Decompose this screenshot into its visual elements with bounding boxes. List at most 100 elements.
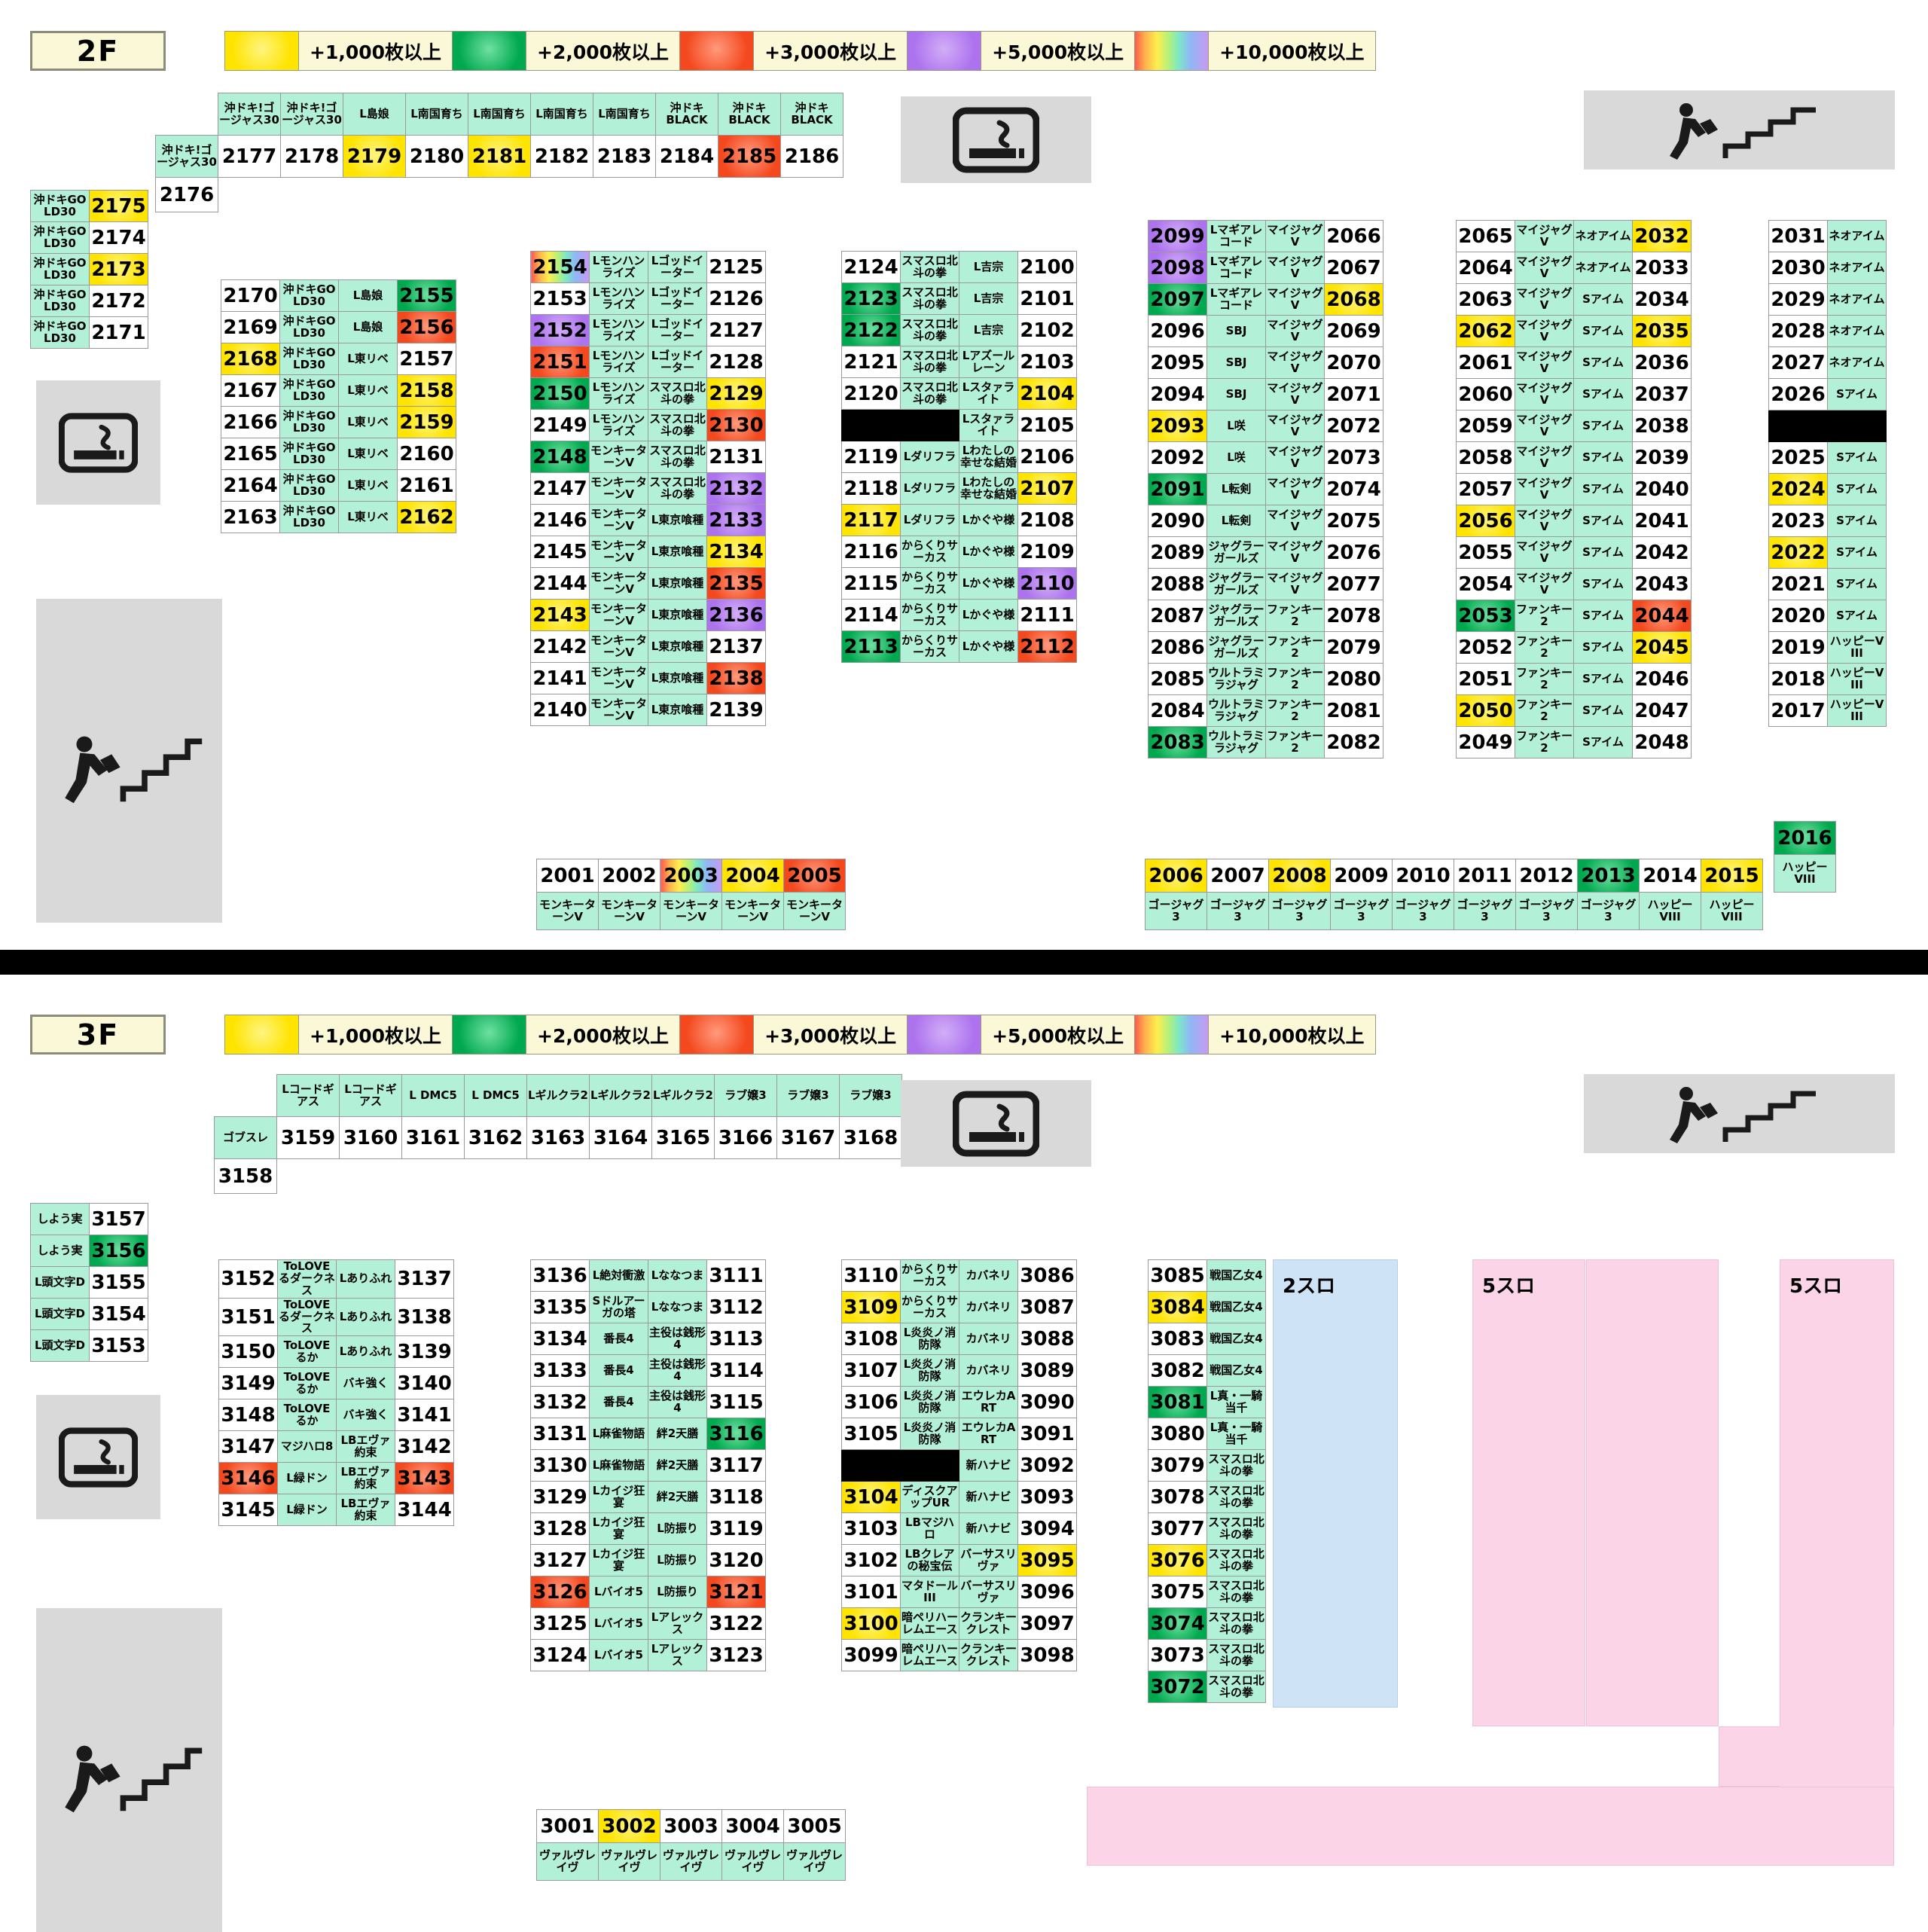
machine-number-cell-2122: 2122 xyxy=(841,314,901,346)
machine-number-cell-2004: 2004 xyxy=(721,859,784,893)
machine-number-cell-3125: 3125 xyxy=(530,1607,590,1640)
machine-row: L頭文字D 3153 xyxy=(30,1329,148,1362)
machine-number-cell-3140: 3140 xyxy=(395,1367,454,1400)
machine-number-cell-2041: 2041 xyxy=(1632,505,1692,537)
machine-number-cell-2068: 2068 xyxy=(1324,283,1383,316)
machine-row: 2054 マイジャグV Sアイム 2043 xyxy=(1456,568,1692,600)
machine-name-cell-2109: Lかぐや様 xyxy=(959,536,1018,568)
machine-number-cell-3093: 3093 xyxy=(1017,1481,1077,1513)
machine-number-cell-2138: 2138 xyxy=(706,662,766,694)
machine-name-cell-2150: Lモンハンライズ xyxy=(589,377,648,410)
machine-number-cell-2137: 2137 xyxy=(706,630,766,663)
machine-row: 2095 SBJ マイジャグV 2070 xyxy=(1148,346,1383,379)
machine-number-cell-3155: 3155 xyxy=(89,1266,148,1299)
machine-name-cell-3077: スマスロ北斗の拳 xyxy=(1207,1512,1266,1545)
machine-name-cell-2059: マイジャグV xyxy=(1515,410,1574,442)
machine-name-cell-2148: モンキーターンV xyxy=(589,441,648,473)
machine-row: 2119 Lダリフラ Lわたしの幸せな結婚 2106 xyxy=(841,441,1077,473)
machine-name-cell-3115: 主役は銭形4 xyxy=(648,1386,707,1418)
machine-name-cell-3164: Lギルクラ2 xyxy=(589,1074,652,1117)
machine-number-cell-3141: 3141 xyxy=(395,1399,454,1432)
machine-number-cell-2020: 2020 xyxy=(1768,600,1828,632)
legend-3f: +1,000枚以上 +2,000枚以上 +3,000枚以上 +5,000枚以上 +10,… xyxy=(224,1015,1376,1055)
machine-number-cell-2098: 2098 xyxy=(1148,252,1207,284)
machine-name-cell-3124: Lバイオ5 xyxy=(589,1639,648,1671)
machine-number-cell-2128: 2128 xyxy=(706,346,766,378)
machine-number-cell-2119: 2119 xyxy=(841,441,901,473)
machine-number-cell-2036: 2036 xyxy=(1632,346,1692,379)
machine-number-cell-3005: 3005 xyxy=(783,1809,846,1843)
machine-row: 2093 L咲 マイジャグV 2072 xyxy=(1148,410,1383,442)
machine-name-cell-2033: ネオアイム xyxy=(1573,252,1633,284)
machine-row: 2021 Sアイム xyxy=(1768,568,1887,600)
machine-name-cell-2107: Lわたしの幸せな結婚 xyxy=(959,472,1018,505)
machine-name-cell-2152: Lモンハンライズ xyxy=(589,314,648,346)
machine-number-cell-2177: 2177 xyxy=(218,135,281,178)
machine-name-cell-3004: ヴァルヴレイヴ xyxy=(721,1842,784,1881)
machine-number-cell-3148: 3148 xyxy=(218,1399,278,1432)
machine-number-cell-2060: 2060 xyxy=(1456,378,1515,411)
machine-name-cell-2116: からくりサーカス xyxy=(900,536,959,568)
machine-name-cell-3078: スマスロ北斗の拳 xyxy=(1207,1481,1266,1513)
machine-row: 3081 L真・一騎当千 xyxy=(1148,1386,1266,1418)
machine-name-cell-2004: モンキーターンV xyxy=(721,892,784,930)
machine-name-cell-3108: L炎炎ノ消防隊 xyxy=(900,1323,959,1355)
machine-name-cell-2180: L南国育ち xyxy=(405,93,468,136)
machine-number-cell-2028: 2028 xyxy=(1768,315,1828,347)
machine-name-cell-2136: L東京喰種 xyxy=(648,599,707,631)
machine-number-cell-3099: 3099 xyxy=(841,1639,901,1671)
machine-name-cell-2047: Sアイム xyxy=(1573,694,1633,727)
area-2slot: 2スロ xyxy=(1273,1259,1398,1708)
machine-number-cell-2044: 2044 xyxy=(1632,600,1692,632)
machine-number-cell-2176: 2176 xyxy=(155,177,218,212)
smoking-room-panel-2f-left xyxy=(36,380,160,505)
machine-row: しよう実 3156 xyxy=(30,1235,148,1267)
machine-row: 2147 モンキーターンV スマスロ北斗の拳 2132 xyxy=(530,472,766,505)
machine-row: 3073 スマスロ北斗の拳 xyxy=(1148,1639,1266,1671)
machine-number-cell-2005: 2005 xyxy=(783,859,846,893)
machine-number-row: 2006 2007 2008 2009 2010 2011 2012 2013 2014 2015 xyxy=(1145,859,1763,893)
machine-number-cell-2102: 2102 xyxy=(1017,314,1077,346)
machine-number-cell-2134: 2134 xyxy=(706,536,766,568)
machine-name-cell-2084: ウルトラミラジャグ xyxy=(1207,694,1266,727)
machine-name-cell-2171: 沖ドキGOLD30 xyxy=(30,316,90,349)
machine-name-cell-2061: マイジャグV xyxy=(1515,346,1574,379)
machine-name-cell-2052: ファンキー2 xyxy=(1515,631,1574,664)
machine-row: 3150 ToLOVEるか Lありふれ 3139 xyxy=(218,1335,454,1369)
machine-row: 2027 ネオアイム xyxy=(1768,346,1887,379)
machine-row: 3077 スマスロ北斗の拳 xyxy=(1148,1512,1266,1545)
machine-name-cell-3122: Lアレックス xyxy=(648,1607,707,1640)
machine-number-cell-2186: 2186 xyxy=(780,135,844,178)
machine-row: 3151 ToLOVEるダークネス Lありふれ 3138 xyxy=(218,1297,454,1337)
legend-label-rainbow: +10,000枚以上 xyxy=(1209,32,1375,70)
machine-name-cell-2011: ゴージャグ3 xyxy=(1454,892,1516,930)
machine-number-cell-2090: 2090 xyxy=(1148,505,1207,537)
machine-number-cell-2149: 2149 xyxy=(530,409,590,441)
machine-row: 2097 Lマギアレコード マイジャグV 2068 xyxy=(1148,283,1383,316)
machine-number-cell-2123: 2123 xyxy=(841,282,901,315)
machine-name-cell-2156: L島娘 xyxy=(338,311,398,343)
machine-name-cell-3165: Lギルクラ2 xyxy=(651,1074,715,1117)
machine-name-cell-2164: 沖ドキGOLD30 xyxy=(279,469,339,502)
machine-name-cell-2065: マイジャグV xyxy=(1515,220,1574,252)
machine-number-cell-3152: 3152 xyxy=(218,1259,278,1299)
spacer-cell xyxy=(215,1075,277,1117)
area-5slot-a2 xyxy=(1586,1259,1719,1726)
machine-number-cell-3135: 3135 xyxy=(530,1291,590,1323)
machine-number-cell-2125: 2125 xyxy=(706,251,766,283)
machine-name-cell-2038: Sアイム xyxy=(1573,410,1633,442)
machine-number-row: 沖ドキ!ゴージャス30 2177 2178 2179 2180 2181 2182 2183 2… xyxy=(155,135,844,178)
machine-row: 2051 ファンキー2 Sアイム 2046 xyxy=(1456,663,1692,695)
machine-number-cell-3072: 3072 xyxy=(1148,1671,1207,1703)
machine-name-cell-2094: SBJ xyxy=(1207,378,1266,411)
machine-name-cell-3082: 戦国乙女4 xyxy=(1207,1354,1266,1387)
machine-row: 3079 スマスロ北斗の拳 xyxy=(1148,1449,1266,1482)
machine-number-cell-2170: 2170 xyxy=(221,279,280,312)
machine-number-cell-2056: 2056 xyxy=(1456,505,1515,537)
machine-number-cell-2184: 2184 xyxy=(655,135,718,178)
machine-number-cell-2001: 2001 xyxy=(536,859,599,893)
f3-block-3072: 3085 戦国乙女4 3084 戦国乙女4 3083 戦国乙女4 3082 戦国乙女4 3081… xyxy=(1148,1259,1266,1703)
machine-name-cell-2076: マイジャグV xyxy=(1265,536,1325,569)
stairs-icon xyxy=(64,1745,202,1813)
machine-row: 3152 ToLOVEるダークネス Lありふれ 3137 xyxy=(218,1259,454,1299)
